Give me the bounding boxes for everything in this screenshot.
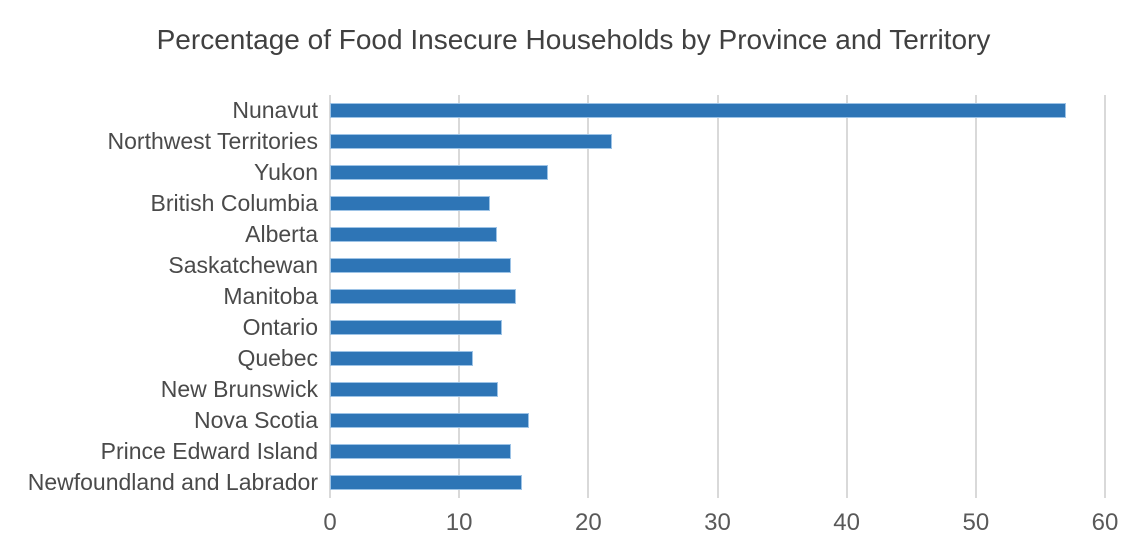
bar-ontario: [330, 320, 502, 335]
x-tick-label-10: 10: [445, 509, 473, 536]
bar-row: [330, 467, 1105, 498]
bar-row: [330, 126, 1105, 157]
bar-manitoba: [330, 289, 516, 304]
x-tick-label-50: 50: [962, 509, 990, 536]
bar-yukon: [330, 165, 549, 180]
bar-row: [330, 219, 1105, 250]
x-tick-label-20: 20: [574, 509, 602, 536]
category-label-northwest-territories: Northwest Territories: [107, 128, 318, 154]
bar-alberta: [330, 227, 497, 242]
category-label-prince-edward-island: Prince Edward Island: [100, 438, 318, 464]
bar-newfoundland-and-labrador: [330, 475, 523, 490]
bar-northwest-territories: [330, 134, 612, 149]
category-label-new-brunswick: New Brunswick: [160, 376, 318, 402]
bar-row: [330, 157, 1105, 188]
category-label-quebec: Quebec: [237, 345, 318, 371]
bar-prince-edward-island: [330, 444, 511, 459]
x-tick-label-0: 0: [323, 509, 337, 536]
bar-nova-scotia: [330, 413, 529, 428]
x-tick-label-60: 60: [1091, 509, 1119, 536]
x-tick-label-30: 30: [704, 509, 731, 536]
bar-row: [330, 95, 1105, 126]
category-label-yukon: Yukon: [254, 159, 318, 185]
bar-row: [330, 374, 1105, 405]
plot-area: [329, 95, 1106, 498]
gridline-20: [587, 95, 590, 498]
chart-title: Percentage of Food Insecure Households b…: [156, 24, 991, 55]
category-label-nunavut: Nunavut: [232, 97, 318, 123]
bar-row: [330, 436, 1105, 467]
x-tick-label-40: 40: [833, 509, 860, 536]
bar-quebec: [330, 351, 474, 366]
gridline-50: [974, 95, 977, 498]
gridline-40: [845, 95, 848, 498]
bar-new-brunswick: [330, 382, 498, 397]
category-label-saskatchewan: Saskatchewan: [168, 252, 318, 278]
bar-nunavut: [330, 103, 1067, 118]
bar-british-columbia: [330, 196, 491, 211]
category-label-alberta: Alberta: [245, 221, 318, 247]
bar-row: [330, 188, 1105, 219]
bar-row: [330, 250, 1105, 281]
category-label-ontario: Ontario: [242, 314, 318, 340]
value-axis: 0 10 20 30 40 50 60: [0, 506, 1147, 540]
bar-row: [330, 343, 1105, 374]
bar-row: [330, 405, 1105, 436]
category-label-british-columbia: British Columbia: [150, 190, 318, 216]
bar-row: [330, 281, 1105, 312]
gridline-60: [1104, 95, 1106, 498]
bar-saskatchewan: [330, 258, 511, 273]
category-label-manitoba: Manitoba: [223, 283, 318, 309]
bar-row: [330, 312, 1105, 343]
category-label-newfoundland-and-labrador: Newfoundland and Labrador: [27, 469, 318, 495]
gridline-30: [716, 95, 719, 498]
category-label-nova-scotia: Nova Scotia: [193, 407, 318, 433]
